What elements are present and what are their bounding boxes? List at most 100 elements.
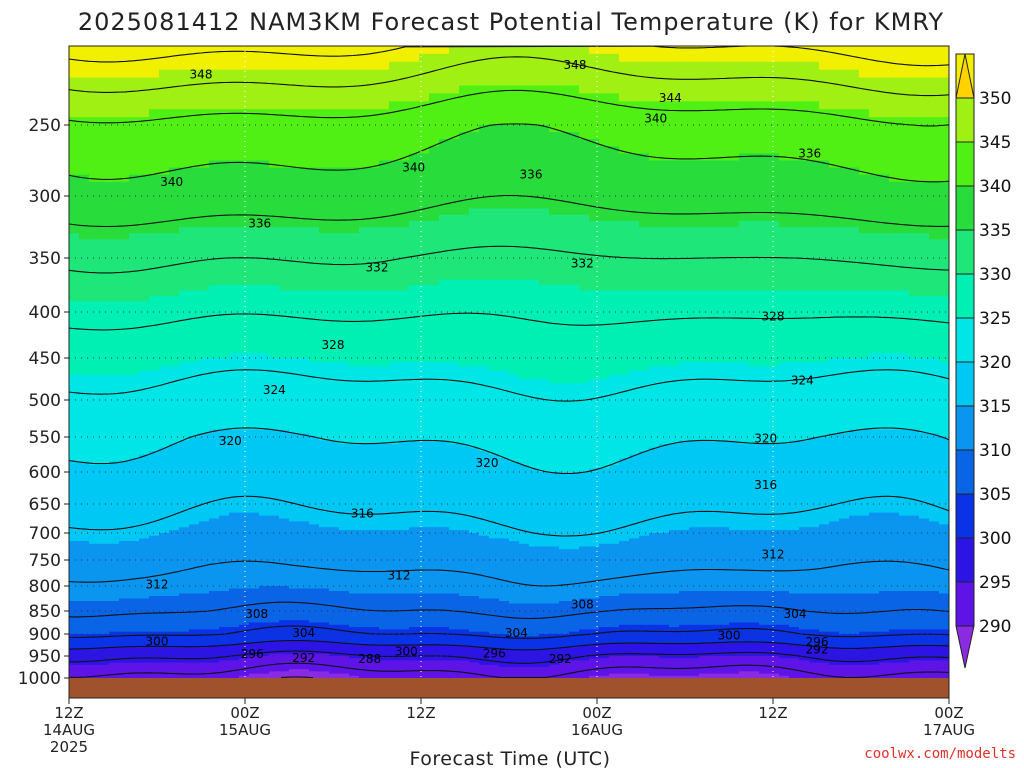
colorbar-label: 300 — [979, 529, 1011, 549]
colorbar-label: 340 — [979, 177, 1011, 197]
contour-label: 296 — [483, 646, 506, 660]
colorbar-label: 345 — [979, 133, 1011, 153]
x-tick-label: 15AUG — [219, 721, 271, 739]
x-tick-label: 12Z — [406, 704, 435, 722]
colorbar-segment — [955, 361, 975, 407]
contour-label: 312 — [762, 548, 785, 562]
isotherm-line — [69, 194, 949, 228]
contour-label: 336 — [520, 168, 543, 182]
contour-lines — [69, 46, 949, 678]
isotherm-line — [69, 369, 949, 402]
x-tick-label: 12Z — [758, 704, 787, 722]
filled-contour-bands — [69, 46, 949, 678]
contour-label: 320 — [219, 434, 242, 448]
colorbar-label: 315 — [979, 397, 1011, 417]
isotherm-line — [69, 56, 949, 97]
contour-label: 292 — [292, 651, 315, 665]
contour-label: 292 — [806, 642, 829, 656]
y-tick: 400 — [29, 303, 69, 323]
contour-label: 328 — [762, 310, 785, 324]
y-tick-label: 900 — [29, 625, 61, 645]
contour-label: 320 — [476, 456, 499, 470]
colorbar-label: 305 — [979, 485, 1011, 505]
isotherm-line — [69, 245, 949, 274]
y-tick: 750 — [29, 551, 69, 571]
contour-label: 312 — [388, 569, 411, 583]
chart-title: 2025081412 NAM3KM Forecast Potential Tem… — [78, 8, 944, 36]
isotherm-line — [69, 650, 949, 664]
y-tick: 500 — [29, 391, 69, 411]
y-tick: 650 — [29, 495, 69, 515]
x-tick-label: 17AUG — [923, 721, 975, 739]
y-tick-label: 750 — [29, 551, 61, 571]
x-tick-label: 14AUG — [43, 721, 95, 739]
isotherm-line — [69, 601, 949, 620]
y-tick-label: 500 — [29, 391, 61, 411]
contour-label: 316 — [351, 506, 374, 520]
contour-label: 336 — [248, 216, 271, 230]
isotherm-line — [69, 312, 949, 331]
contour-label: 348 — [564, 58, 587, 72]
contour-label: 296 — [806, 635, 829, 649]
contour-label: 324 — [791, 374, 814, 388]
contour-label: 304 — [292, 626, 315, 640]
contour-label: 332 — [571, 256, 594, 270]
contour-label: 344 — [659, 91, 682, 105]
ground-strip — [69, 678, 949, 698]
y-tick: 850 — [29, 602, 69, 622]
y-axis: 250 300 350 400 450 500 550 600 650 700 750 800 850 9… — [18, 116, 69, 689]
isotherm-line — [69, 46, 949, 67]
y-tick: 350 — [29, 249, 69, 269]
colorbar-segment — [955, 141, 975, 187]
colorbar-segment — [955, 537, 975, 583]
colorbar-label: 335 — [979, 221, 1011, 241]
isotherm-line — [69, 123, 949, 183]
colorbar-label: 325 — [979, 309, 1011, 329]
y-tick: 550 — [29, 428, 69, 448]
colorbar-label: 350 — [979, 89, 1011, 109]
x-axis-label: Forecast Time (UTC) — [410, 748, 611, 768]
y-tick-label: 800 — [29, 577, 61, 597]
colorbar-segment — [955, 185, 975, 231]
contour-label: 296 — [241, 647, 264, 661]
isotherm-line — [69, 662, 949, 678]
grid-lines — [69, 46, 949, 678]
colorbar-segment — [955, 405, 975, 451]
contour-label: 340 — [402, 161, 425, 175]
y-tick-label: 400 — [29, 303, 61, 323]
colorbar-label: 310 — [979, 441, 1011, 461]
y-tick-label: 650 — [29, 495, 61, 515]
y-tick: 950 — [29, 647, 69, 667]
contour-label: 288 — [358, 652, 381, 666]
plot-frame — [68, 45, 950, 699]
isotherm-line — [280, 676, 314, 678]
x-tick-label: 00Z — [934, 704, 963, 722]
contour-label: 304 — [505, 626, 528, 640]
y-tick: 700 — [29, 524, 69, 544]
y-tick-label: 950 — [29, 647, 61, 667]
plot-area: 348 348 344 340 340 340 336 336 336 332 332 328 328 3… — [69, 46, 949, 678]
colorbar-label: 320 — [979, 353, 1011, 373]
y-tick-label: 600 — [29, 463, 61, 483]
x-tick-label: 16AUG — [571, 721, 623, 739]
colorbar-segment — [955, 581, 975, 627]
x-tick-label: 00Z — [582, 704, 611, 722]
contour-label: 308 — [571, 598, 594, 612]
y-tick-label: 450 — [29, 349, 61, 369]
y-tick: 1000 — [18, 669, 69, 689]
x-tick-label: 12Z — [54, 704, 83, 722]
y-tick: 450 — [29, 349, 69, 369]
y-tick: 600 — [29, 463, 69, 483]
contour-label: 328 — [322, 338, 345, 352]
isotherm-line — [69, 625, 949, 639]
y-tick-label: 250 — [29, 116, 61, 136]
contour-label: 308 — [245, 607, 268, 621]
contour-label: 324 — [263, 383, 286, 397]
y-tick-label: 350 — [29, 249, 61, 269]
isotherm-line — [69, 640, 949, 651]
